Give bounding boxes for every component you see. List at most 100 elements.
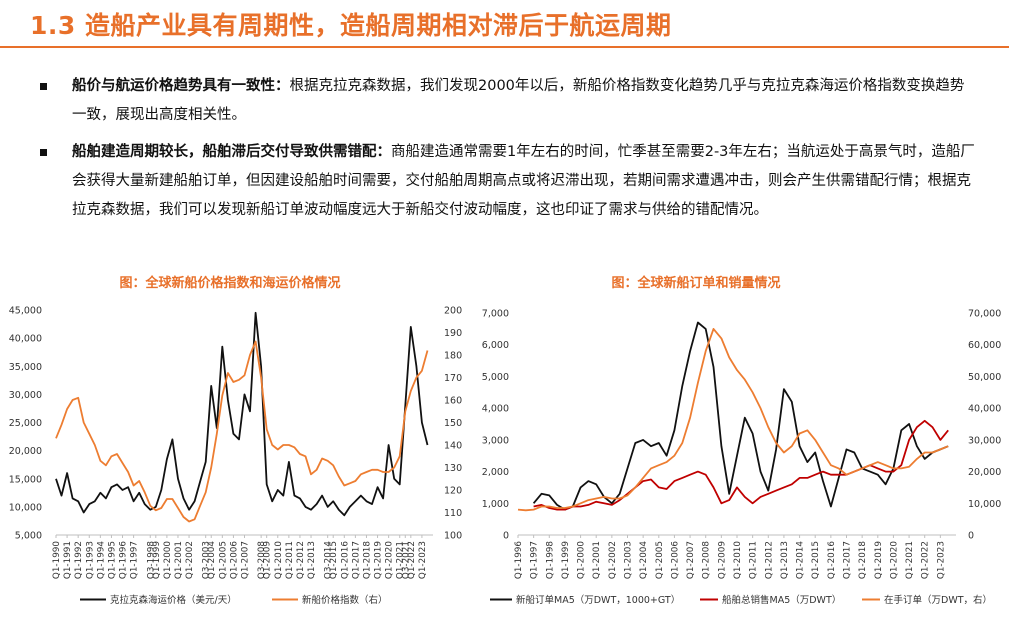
bullet-lead: 船价与航运价格趋势具有一致性： [72,78,290,94]
y-right-tick-label: 110 [444,508,462,519]
y-right-tick-label: 100 [444,531,462,542]
legend-label-1: 克拉克森海运价格（美元/天） [110,594,237,606]
bullet-square-icon [40,83,47,90]
x-tick-label: Q1-1991 [63,541,73,579]
y-right-tick-label: 10,000 [968,499,1001,510]
page-title: 1.3 造船产业具有周期性，造船周期相对滞后于航运周期 [30,11,672,40]
y-left-tick-label: 5,000 [482,372,509,383]
x-tick-label: Q3-2014 [324,541,334,579]
y-right-tick-label: 70,000 [968,309,1001,320]
bullet-list: 船价与航运价格趋势具有一致性：根据克拉克森数据，我们发现2000年以后，新船价格… [36,72,976,233]
bullet-text: 根据克拉克森数据，我们发现2000年以后，新船价格指数变化趋势几乎与克拉克森海运… [72,78,965,123]
y-left-tick-label: 6,000 [482,340,509,351]
x-tick-label: Q1-2012 [296,541,306,579]
y-right-tick-label: 30,000 [968,435,1001,446]
x-tick-label: Q3-1998 [146,541,156,579]
x-tick-label: Q1-1995 [107,541,117,579]
y-left-tick-label: 45,000 [9,306,42,317]
y-left-tick-label: 5,000 [15,531,42,542]
y-left-tick-label: 3,000 [482,435,509,446]
x-tick-label: Q1-2019 [874,541,884,579]
x-tick-label: Q1-2013 [307,541,317,579]
x-tick-label: Q1-2020 [385,541,395,579]
bullet-text: 商船建造通常需要1年左右的时间，忙季甚至需要2-3年左右；当航运处于高景气时，造… [72,144,975,218]
y-right-tick-label: 150 [444,418,462,429]
series-line-2 [55,340,429,523]
x-tick-label: Q1-2004 [639,541,649,579]
bullet-square-icon [40,149,47,156]
x-tick-label: Q1-1997 [530,541,540,579]
x-tick-label: Q1-2023 [418,541,428,579]
y-left-tick-label: 7,000 [482,309,509,320]
y-right-tick-label: 60,000 [968,340,1001,351]
x-tick-label: Q1-2008 [702,541,712,579]
x-tick-label: Q1-2009 [717,541,727,579]
x-tick-label: Q1-2014 [796,541,806,579]
bullet-item: 船价与航运价格趋势具有一致性：根据克拉克森数据，我们发现2000年以后，新船价格… [36,72,976,130]
x-tick-label: Q1-2017 [843,541,853,579]
series-line-1 [532,321,949,511]
x-tick-label: Q1-2020 [889,541,899,579]
legend-label-2: 新船价格指数（右） [302,594,388,606]
x-tick-label: Q3-2021 [401,541,411,579]
x-tick-label: Q1-2017 [351,541,361,579]
x-tick-label: Q1-2004 [207,541,217,579]
x-tick-label: Q1-1993 [85,541,95,579]
x-tick-label: Q1-2018 [362,541,372,579]
x-tick-label: Q1-2000 [163,541,173,579]
x-tick-label: Q1-2022 [921,541,931,579]
x-tick-label: Q1-2011 [749,541,759,579]
x-tick-label: Q1-2006 [670,541,680,579]
series-line-1 [55,311,429,517]
x-tick-label: Q1-2002 [185,541,195,579]
y-left-tick-label: 1,000 [482,499,509,510]
x-tick-label: Q1-2000 [577,541,587,579]
y-left-tick-label: 20,000 [9,446,42,457]
x-tick-label: Q1-1996 [514,541,524,579]
x-tick-label: Q1-2003 [624,541,634,579]
x-tick-label: Q1-2010 [733,541,743,579]
x-tick-label: Q1-1996 [119,541,129,579]
x-tick-label: Q1-2015 [811,541,821,579]
legend-label-1: 新船订单MA5（万DWT，1000+GT） [516,594,680,606]
x-tick-label: Q1-1997 [130,541,140,579]
y-left-tick-label: 15,000 [9,474,42,485]
x-tick-label: Q3-2003 [202,541,212,579]
y-right-tick-label: 40,000 [968,404,1001,415]
y-right-tick-label: 20,000 [968,467,1001,478]
y-right-tick-label: 120 [444,486,462,497]
x-tick-label: Q1-2012 [764,541,774,579]
y-left-tick-label: 30,000 [9,390,42,401]
x-tick-label: Q1-2013 [780,541,790,579]
y-right-tick-label: 160 [444,396,462,407]
x-tick-label: Q1-2009 [263,541,273,579]
y-left-tick-label: 0 [503,531,509,542]
x-tick-label: Q1-2001 [174,541,184,579]
x-tick-label: Q1-1994 [96,541,106,579]
y-right-tick-label: 140 [444,441,462,452]
y-left-tick-label: 40,000 [9,334,42,345]
x-tick-label: Q1-2016 [340,541,350,579]
y-left-tick-label: 2,000 [482,467,509,478]
y-right-tick-label: 50,000 [968,372,1001,383]
x-tick-label: Q1-2005 [218,541,228,579]
legend-label-3: 在手订单（万DWT，右） [884,594,992,606]
x-tick-label: Q1-2007 [686,541,696,579]
x-tick-label: Q1-2006 [229,541,239,579]
x-tick-label: Q1-2002 [608,541,618,579]
x-tick-label: Q1-2021 [396,541,406,579]
x-tick-label: Q1-2007 [241,541,251,579]
series-line-2 [533,419,949,511]
x-tick-label: Q1-2016 [827,541,837,579]
x-tick-label: Q1-2022 [407,541,417,579]
x-tick-label: Q3-2008 [257,541,267,579]
y-right-tick-label: 170 [444,373,462,384]
series-line-3 [517,328,949,512]
legend-label-2: 船舶总销售MA5（万DWT） [722,594,841,606]
x-tick-label: Q1-2015 [329,541,339,579]
y-right-tick-label: 200 [444,306,462,317]
x-tick-label: Q1-2023 [936,541,946,579]
y-right-tick-label: 130 [444,463,462,474]
bullet-lead: 船舶建造周期较长，船舶滞后交付导致供需错配： [72,144,391,160]
